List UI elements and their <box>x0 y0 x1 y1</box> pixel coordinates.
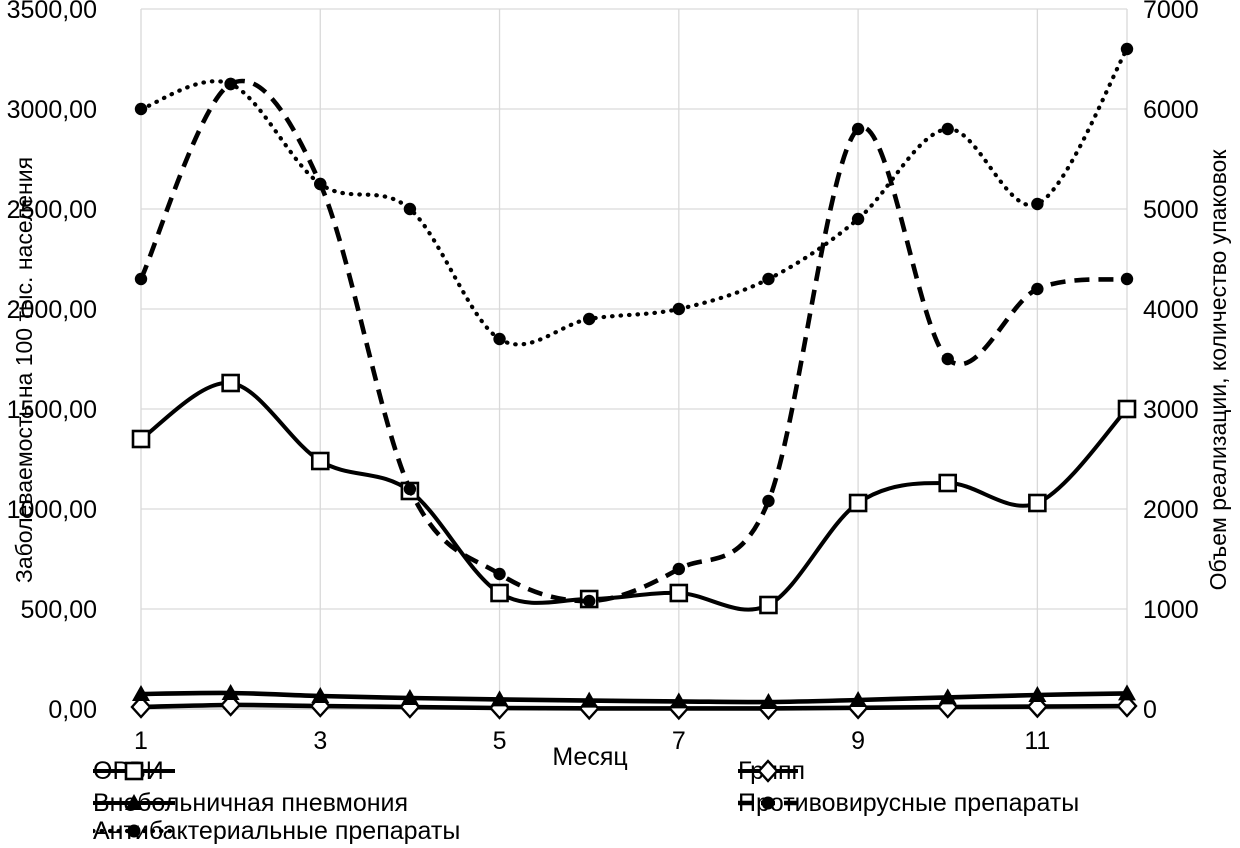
marker-pneumonia <box>938 688 957 705</box>
series-line-gripp <box>140 702 1128 711</box>
x-axis-tick-label: 11 <box>1024 727 1050 755</box>
right-axis-tick-label: 1000 <box>1143 596 1199 624</box>
marker-pneumonia <box>849 691 868 707</box>
legend-item-gripp: Грипп <box>738 756 805 786</box>
legend-item-orvi: ОРВИ <box>93 756 175 786</box>
marker-antiviral <box>762 494 775 508</box>
marker-antibacterial <box>672 302 686 316</box>
marker-antibacterial <box>582 312 596 326</box>
marker-antibacterial <box>314 177 327 191</box>
marker-pneumonia <box>580 691 599 708</box>
legend-item-pneumonia: Внебольничная пневмония <box>93 788 408 818</box>
marker-orvi <box>131 429 151 449</box>
marker-antibacterial <box>762 272 775 286</box>
marker-orvi <box>490 583 509 603</box>
marker-pneumonia <box>759 693 778 709</box>
left-axis-tick-label: 2000,00 <box>7 296 97 324</box>
series-line-orvi <box>139 380 1129 612</box>
right-axis-tick-label: 3000 <box>1143 396 1199 424</box>
legend-swatch-pneumonia-icon <box>93 794 175 810</box>
x-axis-title: Месяц <box>552 743 628 771</box>
marker-pneumonia <box>669 692 688 709</box>
left-axis-tick-label: 3000,00 <box>7 96 97 124</box>
left-axis-tick-label: 3500,00 <box>7 0 97 24</box>
legend-item-antiviral: Противовирусные препараты <box>738 788 1079 818</box>
marker-antiviral <box>941 352 954 366</box>
left-axis-title: Заболеваемость на 100 тыс. населения <box>11 156 37 584</box>
marker-antiviral <box>134 272 148 286</box>
right-axis-tick-label: 6000 <box>1143 96 1199 124</box>
right-axis-tick-label: 7000 <box>1143 0 1199 24</box>
right-axis-title: Объем реализации, количество упаковок <box>1205 149 1231 591</box>
marker-antibacterial <box>403 202 417 216</box>
marker-pneumonia <box>221 684 240 700</box>
marker-antibacterial <box>1120 42 1134 56</box>
marker-antiviral <box>672 562 686 576</box>
left-axis-tick-label: 1000,00 <box>7 496 97 524</box>
marker-antiviral <box>851 122 865 136</box>
marker-antiviral <box>1031 282 1044 296</box>
marker-gripp <box>1116 694 1138 718</box>
marker-orvi <box>759 595 778 615</box>
marker-gripp <box>130 695 152 719</box>
marker-orvi <box>848 493 868 513</box>
marker-antiviral <box>582 594 596 608</box>
legend-item-antibacterial: Антибактериальные препараты <box>93 816 460 846</box>
marker-orvi <box>1028 493 1047 513</box>
marker-orvi <box>221 373 240 393</box>
marker-pneumonia <box>490 690 509 707</box>
left-axis-tick-label: 1500,00 <box>7 396 97 424</box>
x-axis-tick-label: 3 <box>313 727 327 755</box>
x-axis-tick-label: 5 <box>493 727 507 755</box>
x-axis-tick-label: 9 <box>851 727 865 755</box>
marker-pneumonia <box>132 685 150 701</box>
marker-orvi <box>669 583 689 603</box>
marker-pneumonia <box>311 687 330 703</box>
series-line-antiviral <box>138 78 1128 604</box>
marker-antibacterial <box>493 332 506 346</box>
legend-swatch-antiviral-icon <box>738 796 798 810</box>
marker-antiviral <box>493 567 506 581</box>
right-axis-tick-label: 0 <box>1143 696 1157 724</box>
left-axis-tick-label: 0,00 <box>48 696 97 724</box>
marker-orvi <box>310 451 330 471</box>
legend-swatch-antibacterial-icon <box>93 824 175 838</box>
marker-antibacterial <box>224 77 237 91</box>
series-line-pneumonia <box>140 690 1128 705</box>
x-axis-tick-label: 1 <box>134 727 148 755</box>
marker-pneumonia <box>1028 686 1047 702</box>
marker-orvi <box>1117 399 1137 419</box>
legend-swatch-orvi-icon <box>93 761 175 781</box>
left-axis-tick-label: 2500,00 <box>7 196 97 224</box>
legend-swatch-gripp-icon <box>738 759 798 783</box>
marker-antibacterial <box>134 102 148 116</box>
right-axis-tick-label: 2000 <box>1143 496 1199 524</box>
series-line-antibacterial <box>138 46 1130 347</box>
marker-antiviral <box>403 482 417 496</box>
right-axis-tick-label: 5000 <box>1143 196 1199 224</box>
marker-orvi <box>938 473 958 493</box>
marker-antibacterial <box>1031 197 1044 211</box>
x-axis-tick-label: 7 <box>672 727 686 755</box>
marker-antibacterial <box>851 212 865 226</box>
marker-antibacterial <box>941 122 954 136</box>
marker-pneumonia <box>400 689 419 705</box>
marker-pneumonia <box>1118 684 1136 701</box>
marker-antiviral <box>1120 272 1134 286</box>
left-axis-tick-label: 500,00 <box>21 596 97 624</box>
right-axis-tick-label: 4000 <box>1143 296 1199 324</box>
